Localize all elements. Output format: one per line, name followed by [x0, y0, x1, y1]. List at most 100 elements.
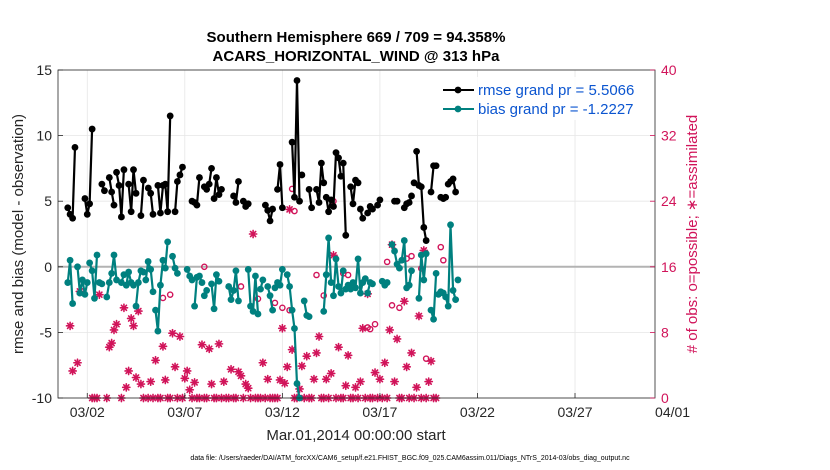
bias-point: [157, 281, 164, 289]
asterisk-stroke: [183, 367, 191, 375]
bias-point: [105, 279, 113, 286]
bias-point: [254, 310, 262, 318]
rmse-line-segment: [291, 79, 301, 202]
bias-point: [244, 266, 252, 273]
rmse-point: [269, 205, 277, 213]
rmse-point: [432, 162, 440, 170]
rmse-line-segment: [83, 128, 94, 216]
rmse-point: [140, 176, 147, 184]
bias-point: [171, 264, 179, 272]
rmse-point: [120, 166, 128, 174]
rmse-point: [374, 201, 381, 209]
obs-assimilated-marker: [126, 314, 136, 323]
bias-point: [98, 280, 106, 288]
obs-assimilated-marker: [297, 361, 307, 371]
obs-assimilated-marker: [180, 373, 190, 383]
bias-point: [196, 272, 203, 280]
x-tick-label: 03/22: [460, 404, 495, 420]
bias-point: [427, 306, 435, 314]
obs-assimilated-marker: [375, 374, 385, 384]
asterisk-stroke: [69, 367, 76, 375]
obs-assimilated-marker: [302, 351, 312, 361]
obs-assimilated-marker: [175, 332, 185, 341]
rmse-point: [325, 208, 333, 216]
obs-assimilated-marker: [158, 341, 168, 351]
asterisk-stroke: [108, 339, 115, 347]
obs-assimilated-marker: [151, 355, 160, 365]
bias-point: [337, 289, 345, 297]
x-tick-label: 03/02: [70, 404, 105, 420]
asterisk-stroke: [310, 375, 318, 383]
bias-point: [174, 269, 181, 277]
bias-point: [164, 238, 172, 246]
asterisk-stroke: [127, 315, 135, 322]
rmse-line-segment: [115, 169, 125, 218]
asterisk-stroke: [408, 349, 415, 357]
asterisk-stroke: [161, 376, 169, 384]
asterisk-stroke: [342, 382, 350, 390]
rmse-point: [127, 208, 135, 216]
asterisk-stroke: [376, 375, 384, 383]
obs-assimilated-marker: [219, 377, 229, 387]
bias-point: [227, 296, 235, 303]
bias-point: [269, 306, 277, 314]
obs-assimilated-marker: [414, 311, 424, 321]
asterisk-stroke: [96, 291, 103, 299]
rmse-point: [305, 185, 313, 193]
asterisk-stroke: [181, 374, 189, 382]
y-left-tick-label: 5: [44, 193, 52, 209]
bias-point: [144, 258, 152, 265]
rmse-point: [71, 144, 79, 151]
asterisk-stroke: [352, 383, 359, 391]
obs-assimilated-marker: [258, 358, 268, 368]
rmse-point: [313, 185, 320, 193]
rmse-point: [369, 205, 376, 213]
y-left-tick-label: -5: [40, 324, 53, 340]
obs-possible-marker: [371, 320, 379, 328]
bias-point: [278, 266, 286, 273]
obs-possible-marker: [437, 243, 445, 251]
rmse-point: [157, 209, 164, 217]
rmse-point: [276, 161, 284, 168]
asterisk-stroke: [235, 368, 242, 376]
y-left-tick-label: 15: [36, 62, 52, 78]
rmse-point: [342, 231, 350, 239]
legend-bias-label: bias grand pr = -1.2227: [478, 101, 634, 118]
obs-assimilated-marker: [358, 323, 368, 333]
obs-assimilated-marker: [68, 366, 78, 376]
bias-point: [257, 285, 264, 293]
bias-point: [200, 292, 208, 300]
asterisk-stroke: [330, 251, 337, 259]
ticks: 03/02 03/07 03/12 03/17 03/22 03/27 04/01 -10 -5…: [32, 62, 691, 420]
bias-point: [191, 302, 198, 310]
bias-point: [442, 293, 450, 301]
obs-assimilated-marker: [214, 339, 224, 349]
x-tick-label: 04/01: [655, 404, 690, 420]
bias-point: [383, 279, 391, 286]
asterisk-stroke: [286, 206, 293, 213]
bias-point: [286, 283, 293, 290]
rmse-point: [176, 171, 184, 179]
rmse-point: [154, 182, 162, 189]
asterisk-stroke: [66, 322, 74, 330]
rmse-point: [296, 197, 303, 205]
rmse-point: [308, 204, 316, 212]
asterisk-stroke: [113, 320, 120, 328]
x-tick-label: 03/07: [167, 404, 202, 420]
obs-assimilated-marker: [351, 382, 360, 392]
obs-possible-marker: [344, 271, 352, 279]
bias-point: [215, 277, 223, 285]
bias-point: [88, 267, 96, 275]
bias-point: [147, 266, 155, 273]
bias-point: [430, 315, 437, 323]
rmse-point: [320, 179, 328, 187]
asterisk-stroke: [159, 342, 167, 350]
bias-point: [198, 279, 206, 286]
rmse-line-segment: [342, 163, 347, 236]
asterisk-stroke: [425, 378, 433, 385]
bias-point: [252, 272, 259, 280]
rmse-point: [125, 180, 133, 188]
bias-line-segment: [164, 241, 169, 269]
obs-assimilated-marker: [282, 362, 292, 372]
bias-point: [264, 283, 272, 290]
